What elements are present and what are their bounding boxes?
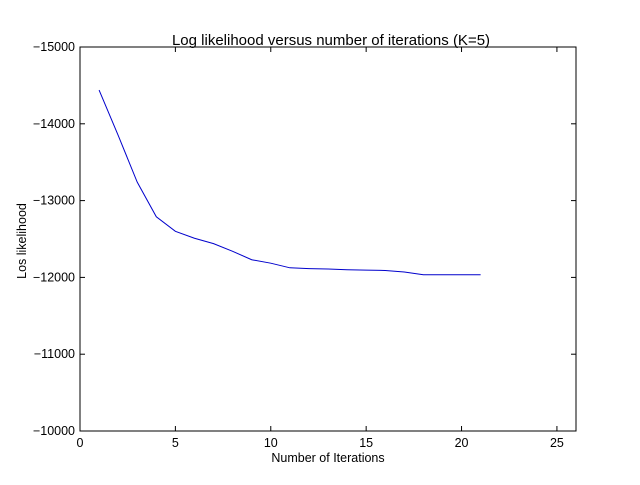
axes-box <box>79 46 577 432</box>
x-tick-label: 5 <box>172 436 179 450</box>
y-tick-label: −14000 <box>33 117 75 131</box>
x-tick-label: 0 <box>77 436 84 450</box>
y-axis-title: Los likelihood <box>15 203 29 279</box>
series-line <box>98 89 481 276</box>
y-tick-label: −12000 <box>33 270 75 284</box>
x-tick-label: 20 <box>455 436 469 450</box>
x-tick-label: 25 <box>550 436 564 450</box>
y-tick-label: −11000 <box>34 347 75 361</box>
y-tick-label: −15000 <box>33 40 75 54</box>
y-tick-label: −10000 <box>33 424 75 438</box>
x-tick-label: 10 <box>264 436 278 450</box>
plot-area: 0 5 10 15 20 25 −15000 −14000 −13000 −12000 −11000… <box>33 40 577 450</box>
x-tick-label: 15 <box>359 436 373 450</box>
x-axis-title: Number of Iterations <box>271 451 384 465</box>
y-tick-label: −13000 <box>33 194 75 208</box>
chart-title: Log likelihood versus number of iteratio… <box>172 32 490 49</box>
